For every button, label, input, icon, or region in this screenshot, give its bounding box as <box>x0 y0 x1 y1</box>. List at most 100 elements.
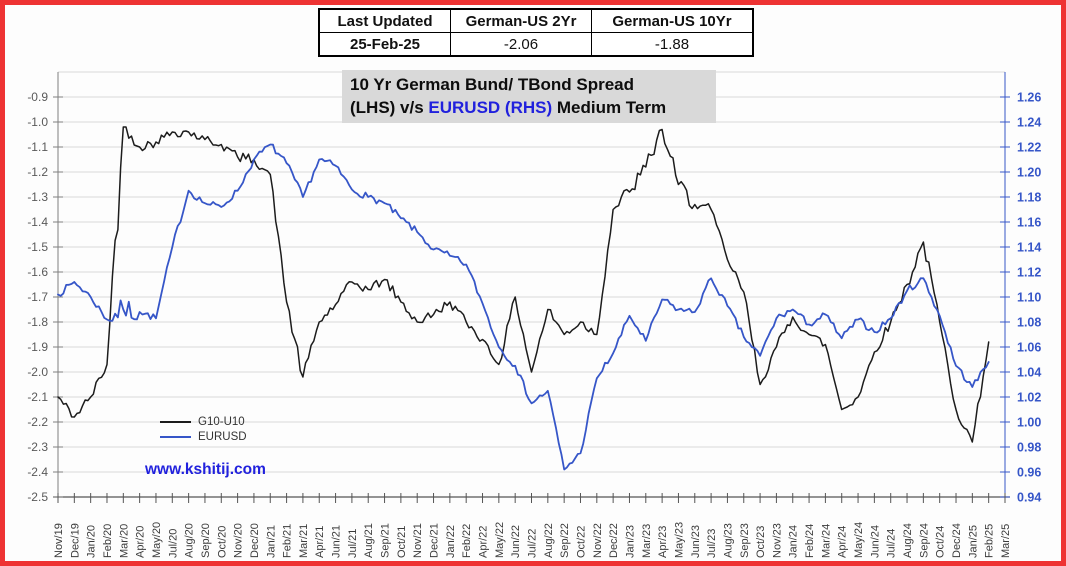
svg-text:-2.2: -2.2 <box>27 415 48 429</box>
eurusd-line <box>57 143 990 471</box>
svg-text:1.22: 1.22 <box>1017 141 1041 155</box>
svg-text:Nov/21: Nov/21 <box>412 523 424 558</box>
svg-text:-1.3: -1.3 <box>27 190 48 204</box>
eurusd-line-swatch <box>160 435 191 438</box>
german-us-2yr-value: -2.06 <box>450 32 592 57</box>
svg-text:Jun/23: Jun/23 <box>690 525 702 558</box>
german-us-10yr-value: -1.88 <box>591 32 754 57</box>
svg-text:Jul/21: Jul/21 <box>347 529 359 558</box>
svg-text:-2.0: -2.0 <box>27 365 48 379</box>
svg-text:1.00: 1.00 <box>1017 416 1041 430</box>
german-us-10yr-header: German-US 10Yr <box>591 8 754 33</box>
svg-text:Feb/22: Feb/22 <box>461 524 473 558</box>
last-updated-value: 25-Feb-25 <box>318 32 451 57</box>
summary-values-row: 25-Feb-25 -2.06 -1.88 <box>318 32 754 57</box>
svg-text:Dec/19: Dec/19 <box>69 523 81 558</box>
svg-text:May/20: May/20 <box>151 522 163 558</box>
svg-text:Mar/20: Mar/20 <box>118 524 130 558</box>
svg-text:Apr/20: Apr/20 <box>135 526 147 558</box>
svg-text:Jul/20: Jul/20 <box>167 529 179 558</box>
svg-text:Nov/20: Nov/20 <box>233 523 245 558</box>
g10-u10-line <box>57 126 990 443</box>
legend-label-g10-u10: G10-U10 <box>198 415 245 428</box>
svg-text:Jul/22: Jul/22 <box>527 529 539 558</box>
svg-text:1.12: 1.12 <box>1017 266 1041 280</box>
svg-text:May/24: May/24 <box>853 522 865 558</box>
right-axis-labels: 1.26 1.24 1.22 1.20 1.18 1.16 1.14 1.12 1.10 1.08… <box>1000 91 1041 505</box>
svg-text:1.02: 1.02 <box>1017 391 1041 405</box>
svg-text:0.96: 0.96 <box>1017 466 1041 480</box>
svg-text:Dec/24: Dec/24 <box>951 523 963 558</box>
svg-text:-0.9: -0.9 <box>27 90 48 104</box>
svg-text:Jan/25: Jan/25 <box>967 525 979 558</box>
svg-text:-1.2: -1.2 <box>27 165 48 179</box>
svg-text:Aug/24: Aug/24 <box>902 523 914 558</box>
chart-title: 10 Yr German Bund/ TBond Spread (LHS) v/… <box>342 70 716 123</box>
svg-text:Aug/23: Aug/23 <box>722 523 734 558</box>
svg-text:1.14: 1.14 <box>1017 241 1041 255</box>
svg-text:-2.4: -2.4 <box>27 465 48 479</box>
svg-text:Mar/21: Mar/21 <box>298 524 310 558</box>
watermark-link[interactable]: www.kshitij.com <box>145 461 266 478</box>
svg-text:-1.9: -1.9 <box>27 340 48 354</box>
svg-text:Dec/21: Dec/21 <box>429 523 441 558</box>
svg-text:Feb/21: Feb/21 <box>282 524 294 558</box>
legend: G10-U10 EURUSD <box>160 414 247 444</box>
svg-text:Apr/22: Apr/22 <box>478 526 490 558</box>
svg-text:Jun/24: Jun/24 <box>869 525 881 558</box>
svg-text:Sep/20: Sep/20 <box>200 523 212 558</box>
svg-text:-2.1: -2.1 <box>27 390 48 404</box>
svg-text:Oct/21: Oct/21 <box>396 526 408 558</box>
svg-text:Oct/20: Oct/20 <box>216 526 228 558</box>
chart-title-eurusd-rhs: EURUSD (RHS) <box>428 98 553 117</box>
svg-text:-2.5: -2.5 <box>27 490 48 504</box>
svg-text:Aug/22: Aug/22 <box>543 523 555 558</box>
summary-header-row: Last Updated German-US 2Yr German-US 10Y… <box>318 8 754 33</box>
svg-text:Apr/24: Apr/24 <box>837 526 849 558</box>
svg-text:1.18: 1.18 <box>1017 191 1041 205</box>
svg-text:Jan/21: Jan/21 <box>265 525 277 558</box>
legend-item-g10-u10: G10-U10 <box>160 414 247 429</box>
svg-text:Feb/25: Feb/25 <box>984 524 996 558</box>
svg-text:Oct/22: Oct/22 <box>575 526 587 558</box>
svg-text:Dec/22: Dec/22 <box>608 523 620 558</box>
svg-text:1.10: 1.10 <box>1017 291 1041 305</box>
x-axis-labels: Nov/19 Dec/19 Jan/20 Feb/20 Mar/20 Apr/20 May/… <box>53 493 1012 558</box>
svg-text:Oct/23: Oct/23 <box>755 526 767 558</box>
svg-text:Jul/23: Jul/23 <box>706 529 718 558</box>
svg-text:1.20: 1.20 <box>1017 166 1041 180</box>
svg-text:0.98: 0.98 <box>1017 441 1041 455</box>
svg-text:Dec/20: Dec/20 <box>249 523 261 558</box>
svg-text:Feb/24: Feb/24 <box>804 524 816 558</box>
svg-text:1.24: 1.24 <box>1017 116 1041 130</box>
svg-text:Aug/21: Aug/21 <box>363 523 375 558</box>
svg-text:-1.0: -1.0 <box>27 115 48 129</box>
chart-title-line2: (LHS) v/s EURUSD (RHS) Medium Term <box>350 98 667 117</box>
svg-text:Sep/23: Sep/23 <box>739 523 751 558</box>
left-axis-labels: -0.9 -1.0 -1.1 -1.2 -1.3 -1.4 -1.5 -1.6 -1.7 -1.8… <box>27 90 63 504</box>
svg-text:Apr/21: Apr/21 <box>314 526 326 558</box>
svg-text:Jun/22: Jun/22 <box>510 525 522 558</box>
german-us-2yr-header: German-US 2Yr <box>450 8 592 33</box>
svg-text:Apr/23: Apr/23 <box>657 526 669 558</box>
svg-text:Jan/22: Jan/22 <box>445 525 457 558</box>
svg-text:Jun/21: Jun/21 <box>331 525 343 558</box>
svg-text:Nov/22: Nov/22 <box>592 523 604 558</box>
svg-text:-1.7: -1.7 <box>27 290 48 304</box>
legend-item-eurusd: EURUSD <box>160 429 247 444</box>
svg-text:Nov/19: Nov/19 <box>53 523 65 558</box>
svg-text:-1.1: -1.1 <box>27 140 48 154</box>
svg-text:Feb/20: Feb/20 <box>102 524 114 558</box>
svg-text:-2.3: -2.3 <box>27 440 48 454</box>
svg-text:-1.6: -1.6 <box>27 265 48 279</box>
svg-text:1.16: 1.16 <box>1017 216 1041 230</box>
chart-title-line1: 10 Yr German Bund/ TBond Spread <box>350 75 635 94</box>
svg-text:Jan/24: Jan/24 <box>788 525 800 558</box>
svg-text:-1.8: -1.8 <box>27 315 48 329</box>
svg-text:1.08: 1.08 <box>1017 316 1041 330</box>
svg-text:Mar/25: Mar/25 <box>1000 524 1012 558</box>
summary-table: Last Updated German-US 2Yr German-US 10Y… <box>318 8 754 57</box>
svg-text:Sep/21: Sep/21 <box>380 523 392 558</box>
